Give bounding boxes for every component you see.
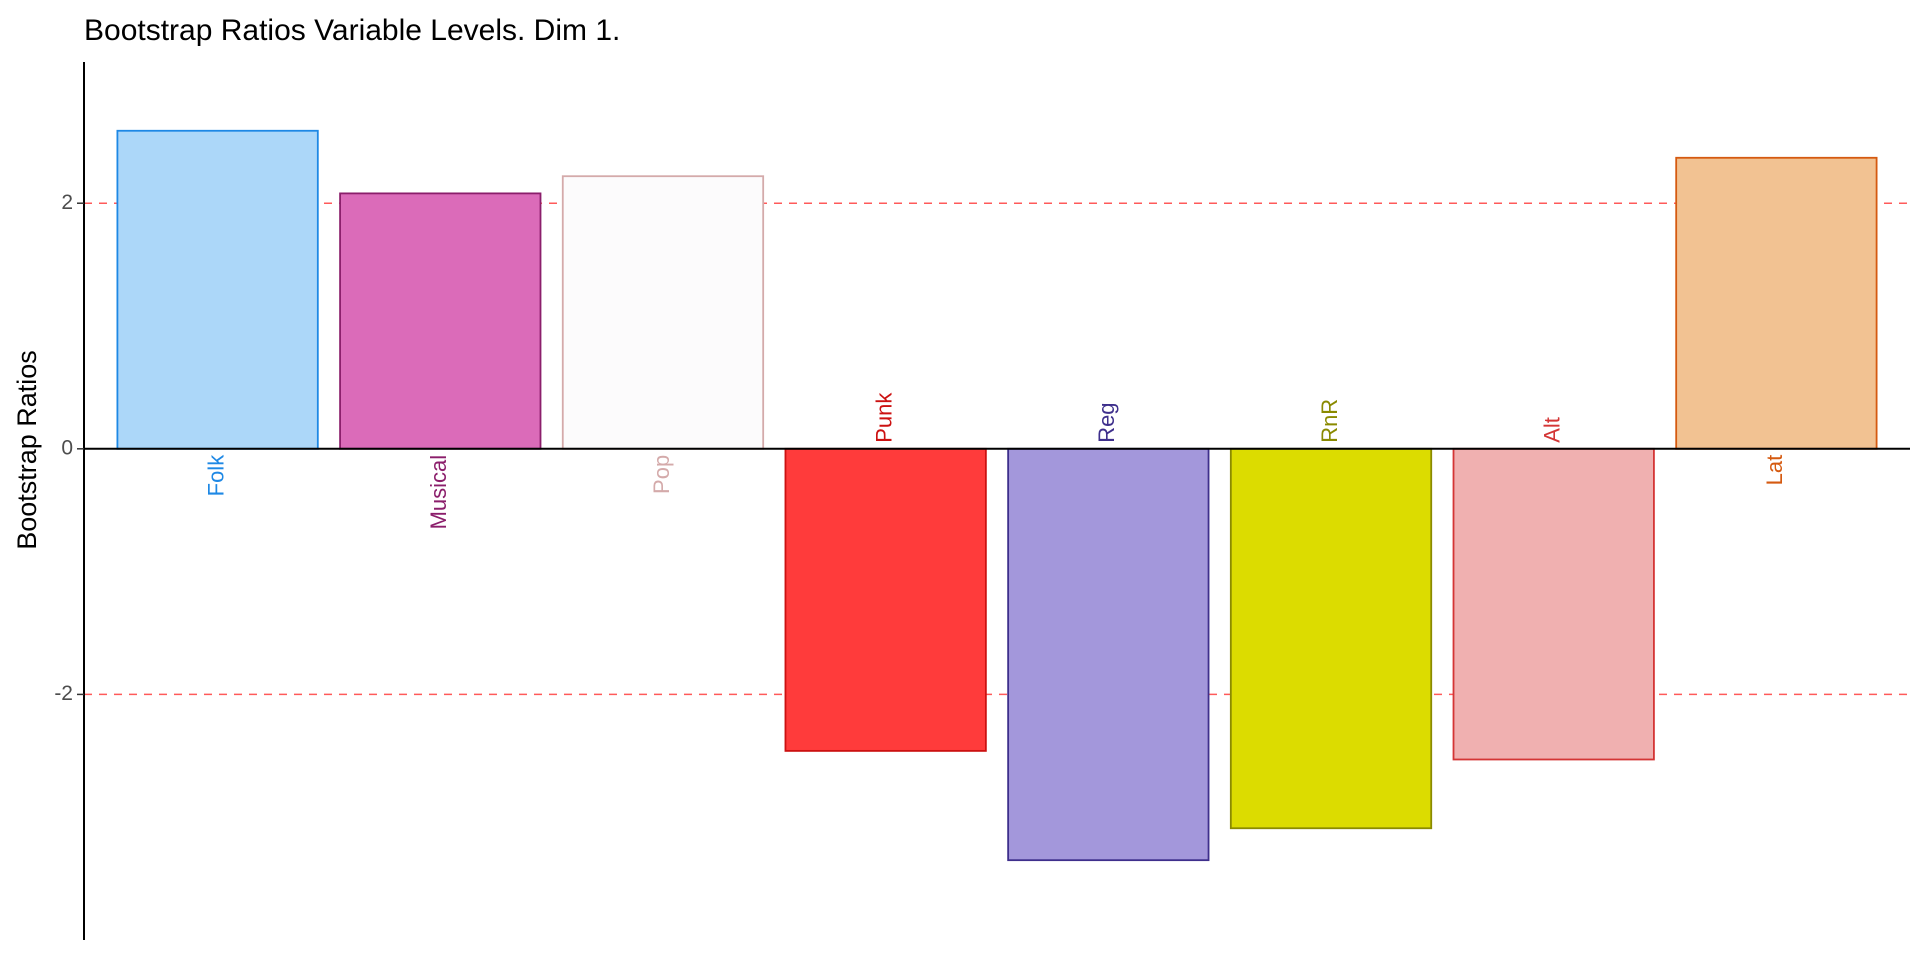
bar-label-rnr: RnR xyxy=(1317,399,1342,443)
bar-punk xyxy=(784,447,987,752)
bars-group xyxy=(116,129,1878,862)
bar-label-reg: Reg xyxy=(1094,402,1119,442)
bar-reg xyxy=(1007,447,1210,862)
y-axis-label: Bootstrap Ratios xyxy=(12,350,42,550)
y-tick-label: -2 xyxy=(54,682,73,705)
bar-label-folk: Folk xyxy=(203,454,228,497)
bar-rnr xyxy=(1229,447,1433,830)
bar-pop xyxy=(561,175,765,450)
chart-title: Bootstrap Ratios Variable Levels. Dim 1. xyxy=(84,14,620,47)
bar-musical xyxy=(339,192,542,450)
y-tick-label: 0 xyxy=(61,436,73,459)
bar-label-punk: Punk xyxy=(871,392,896,443)
y-tick-label: 2 xyxy=(61,191,73,214)
bar-lat xyxy=(1675,156,1878,450)
bar-alt xyxy=(1452,447,1655,761)
bar-labels-group: Folk Musical Pop Punk Reg RnR Alt Lat xyxy=(203,392,1787,530)
bar-label-lat: Lat xyxy=(1762,455,1787,486)
bar-label-pop: Pop xyxy=(649,455,674,494)
bar-label-alt: Alt xyxy=(1540,417,1565,443)
bar-folk xyxy=(116,129,319,450)
y-axis-ticks: -2 0 2 xyxy=(54,191,84,705)
bar-label-musical: Musical xyxy=(426,455,451,530)
